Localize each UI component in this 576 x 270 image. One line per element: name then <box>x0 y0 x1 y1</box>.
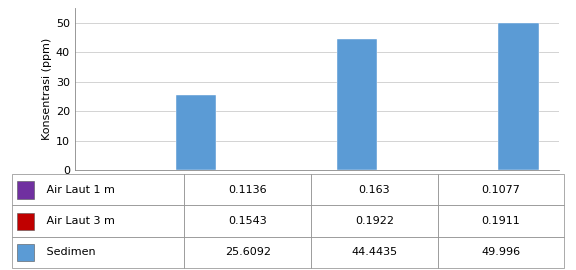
Bar <box>498 23 539 170</box>
Y-axis label: Konsentrasi (ppm): Konsentrasi (ppm) <box>41 38 52 140</box>
Bar <box>176 95 216 170</box>
Bar <box>17 212 35 230</box>
Bar <box>337 39 377 170</box>
Bar <box>17 244 35 261</box>
Bar <box>17 181 35 198</box>
